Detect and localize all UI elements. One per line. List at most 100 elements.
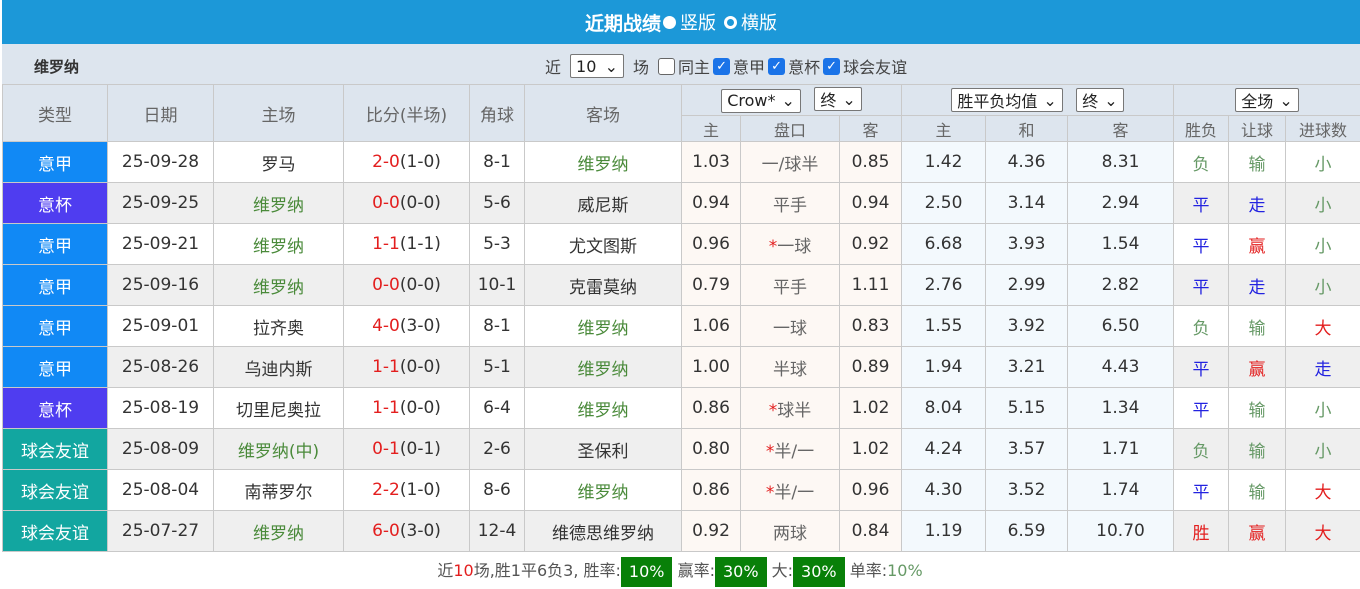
away-win-odds: 1.71 [1067,428,1174,470]
summary-text: 赢率: [677,561,715,580]
table-row[interactable]: 球会友谊 25-08-04 南蒂罗尔 2-2(1-0) 8-6 维罗纳 0.86 *半/一 0.… [2,469,1360,511]
match-type[interactable]: 意杯 [2,182,108,224]
away-team[interactable]: 圣保利 [524,428,682,470]
half-time-score: (0-1) [399,439,441,459]
home-team[interactable]: 罗马 [213,141,344,183]
table-row[interactable]: 意甲 25-08-26 乌迪内斯 1-1(0-0) 5-1 维罗纳 1.00 半球 0.89 1.… [2,346,1360,388]
score[interactable]: 6-0(3-0) [343,510,470,552]
match-type[interactable]: 意甲 [2,141,108,183]
col-corner: 角球 [469,84,525,142]
table-row[interactable]: 意甲 25-09-01 拉齐奥 4-0(3-0) 8-1 维罗纳 1.06 一球 0.83 1.5… [2,305,1360,347]
home-team[interactable]: 切里尼奥拉 [213,387,344,429]
europe-final-select[interactable]: 终 ⌄ [1076,88,1124,112]
home-odds: 0.80 [681,428,741,470]
handicap-value: 平手 [773,195,807,216]
handicap-result: 输 [1228,305,1286,347]
goals-result: 小 [1284,223,1360,265]
home-team[interactable]: 维罗纳 [213,223,344,265]
match-type[interactable]: 意甲 [2,223,108,265]
table-row[interactable]: 意甲 25-09-21 维罗纳 1-1(1-1) 5-3 尤文图斯 0.96 *一球 0.92 6… [2,223,1360,265]
full-time-score: 0-1 [372,439,400,459]
table-row[interactable]: 意甲 25-09-28 罗马 2-0(1-0) 8-1 维罗纳 1.03 一/球半 0.85 1.… [2,141,1360,183]
radio-vertical[interactable] [663,15,676,29]
match-type[interactable]: 意甲 [2,305,108,347]
table-row[interactable]: 意甲 25-09-16 维罗纳 0-0(0-0) 10-1 克雷莫纳 0.79 平手 1.11 2… [2,264,1360,306]
radio-horizontal[interactable] [724,15,737,29]
home-odds: 1.00 [681,346,741,388]
table-row[interactable]: 意杯 25-09-25 维罗纳 0-0(0-0) 5-6 威尼斯 0.94 平手 0.94 2.5… [2,182,1360,224]
league-checkbox-coppa[interactable]: ✓ [768,57,786,75]
match-type[interactable]: 意杯 [2,387,108,429]
match-date: 25-09-28 [107,141,214,183]
sub-header: 客 [1067,115,1174,142]
match-date: 25-08-19 [107,387,214,429]
corners: 6-4 [469,387,525,429]
corners: 5-3 [469,223,525,265]
result-header: 全场 ⌄ [1172,84,1360,116]
same-home-checkbox[interactable] [658,57,676,75]
away-odds: 0.94 [839,182,902,224]
away-team[interactable]: 尤文图斯 [524,223,682,265]
draw-odds: 3.14 [985,182,1068,224]
col-type: 类型 [2,84,108,142]
corners: 2-6 [469,428,525,470]
away-odds: 1.02 [839,428,902,470]
half-time-score: (1-0) [399,480,441,500]
score[interactable]: 0-0(0-0) [343,264,470,306]
score[interactable]: 2-0(1-0) [343,141,470,183]
away-team[interactable]: 维罗纳 [524,387,682,429]
match-type[interactable]: 意甲 [2,264,108,306]
result: 平 [1173,264,1229,306]
handicap-line: *半/一 [740,469,840,511]
home-win-odds: 1.19 [901,510,986,552]
radio-vertical-label[interactable]: 竖版 [680,13,716,34]
scope-select[interactable]: 全场 ⌄ [1235,88,1299,112]
handicap-result: 赢 [1228,223,1286,265]
away-team[interactable]: 威尼斯 [524,182,682,224]
score[interactable]: 1-1(0-0) [343,346,470,388]
league-checkbox-serie-a[interactable]: ✓ [713,57,731,75]
away-win-odds: 1.54 [1067,223,1174,265]
home-team[interactable]: 维罗纳 [213,264,344,306]
score[interactable]: 1-1(1-1) [343,223,470,265]
table-row[interactable]: 球会友谊 25-07-27 维罗纳 6-0(3-0) 12-4 维德思维罗纳 0.92 两球 0… [2,510,1360,552]
same-home-label: 同主 [678,58,711,77]
away-team[interactable]: 维德思维罗纳 [524,510,682,552]
handicap-result: 输 [1228,387,1286,429]
away-team[interactable]: 维罗纳 [524,346,682,388]
home-team[interactable]: 维罗纳(中) [213,428,344,470]
handicap-value: 半/一 [774,441,815,462]
home-team[interactable]: 维罗纳 [213,182,344,224]
sub-header: 客 [839,115,902,142]
draw-odds: 3.21 [985,346,1068,388]
europe-select[interactable]: 胜平负均值 ⌄ [951,88,1063,112]
corners: 8-6 [469,469,525,511]
match-type[interactable]: 球会友谊 [2,428,108,470]
away-team[interactable]: 维罗纳 [524,141,682,183]
full-time-score: 2-2 [372,480,400,500]
home-team[interactable]: 拉齐奥 [213,305,344,347]
away-team[interactable]: 克雷莫纳 [524,264,682,306]
score[interactable]: 1-1(0-0) [343,387,470,429]
away-team[interactable]: 维罗纳 [524,305,682,347]
score[interactable]: 4-0(3-0) [343,305,470,347]
home-team[interactable]: 乌迪内斯 [213,346,344,388]
league-checkbox-friendly[interactable]: ✓ [823,57,841,75]
match-type[interactable]: 意甲 [2,346,108,388]
radio-horizontal-label[interactable]: 横版 [741,13,777,34]
table-row[interactable]: 意杯 25-08-19 切里尼奥拉 1-1(0-0) 6-4 维罗纳 0.86 *球半 1.02… [2,387,1360,429]
away-team[interactable]: 维罗纳 [524,469,682,511]
home-team[interactable]: 维罗纳 [213,510,344,552]
home-win-odds: 2.76 [901,264,986,306]
match-type[interactable]: 球会友谊 [2,469,108,511]
score[interactable]: 0-1(0-1) [343,428,470,470]
handicap-line: *一球 [740,223,840,265]
match-type[interactable]: 球会友谊 [2,510,108,552]
home-team[interactable]: 南蒂罗尔 [213,469,344,511]
table-row[interactable]: 球会友谊 25-08-09 维罗纳(中) 0-1(0-1) 2-6 圣保利 0.80 *半/一… [2,428,1360,470]
match-count-select[interactable]: 10 ⌄ [570,54,625,78]
company-select[interactable]: Crow* ⌄ [721,88,801,113]
score[interactable]: 2-2(1-0) [343,469,470,511]
handicap-final-select[interactable]: 终 ⌄ [814,87,862,112]
score[interactable]: 0-0(0-0) [343,182,470,224]
